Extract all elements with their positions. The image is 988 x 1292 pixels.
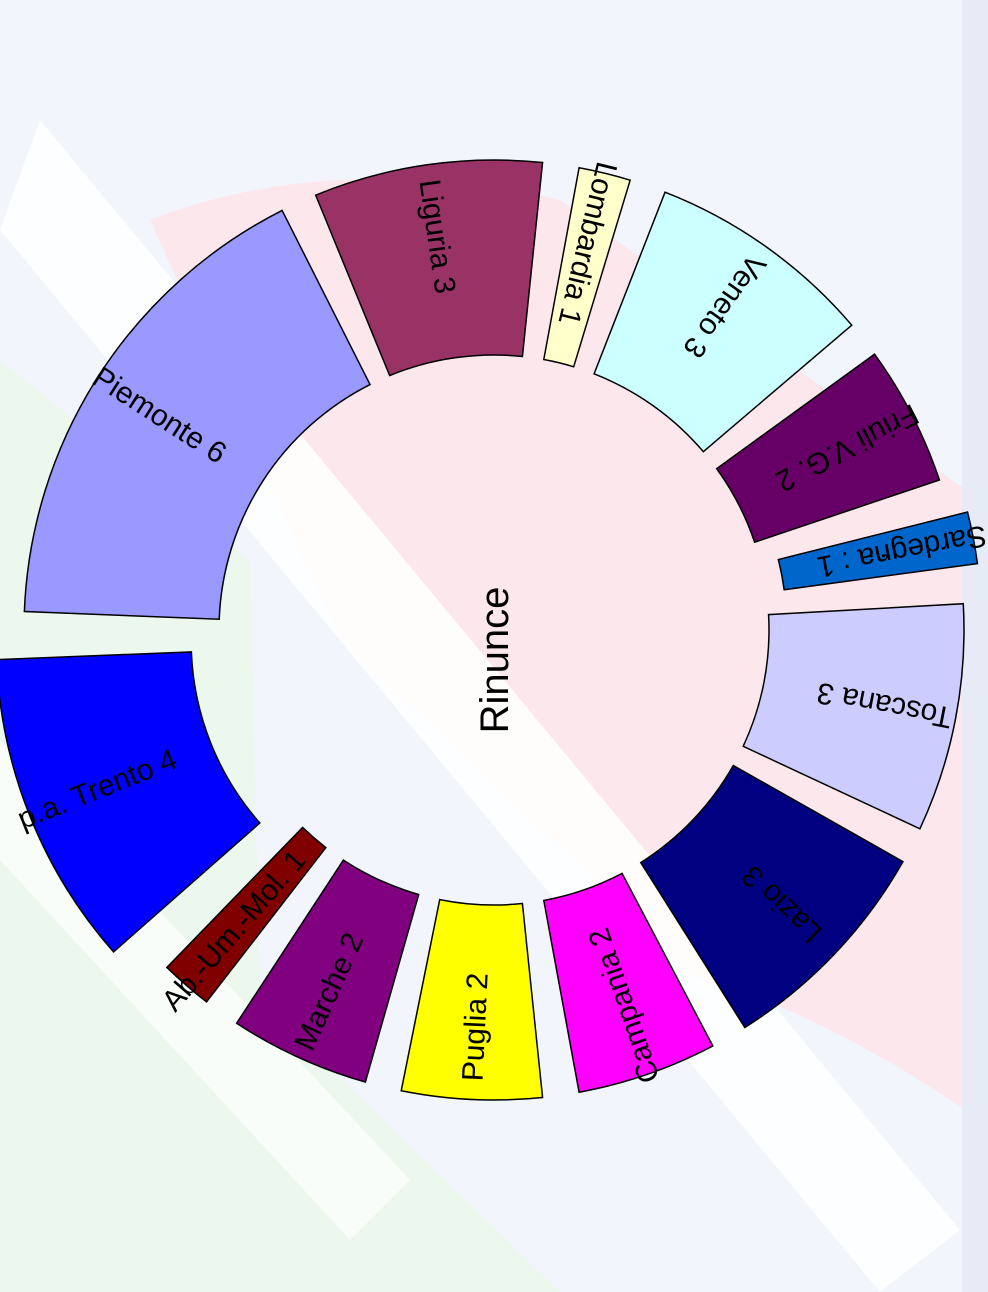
slice-p-a-trento-4 <box>0 651 261 953</box>
slice-liguria-3 <box>314 159 544 377</box>
donut-slices <box>0 159 979 1101</box>
slice-lazio-3 <box>639 764 904 1029</box>
label-lombardia-1: Lombardia 1 <box>552 159 623 329</box>
chart-title: Rinunce <box>473 587 517 734</box>
label-puglia-2: Puglia 2 <box>457 972 495 1082</box>
slice-veneto-3 <box>593 191 853 453</box>
slice-piemonte-6 <box>23 209 372 620</box>
slice-ab-um-mol-1 <box>165 826 327 1003</box>
slice-campania-2 <box>542 872 714 1094</box>
slice-puglia-2 <box>400 898 544 1101</box>
slice-toscana-3 <box>742 602 965 830</box>
slice-lombardia-1 <box>542 166 632 368</box>
slice-sardegna-1 <box>777 511 979 591</box>
slice-friuli-v-g-2 <box>715 353 941 544</box>
slice-marche-2 <box>235 859 420 1083</box>
stray-mark: ; <box>859 552 892 560</box>
